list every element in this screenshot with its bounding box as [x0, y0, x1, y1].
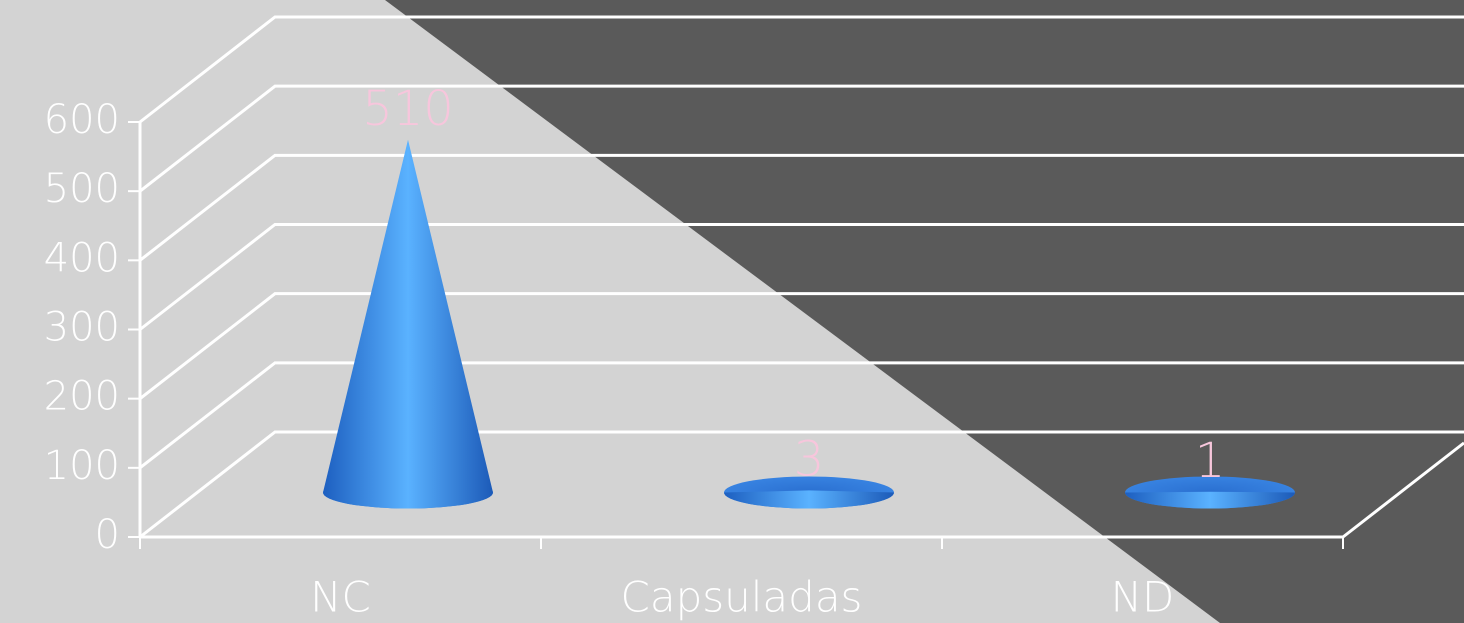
- cone: [724, 476, 894, 509]
- y-tick-label: 100: [44, 443, 120, 489]
- cone: [1125, 476, 1295, 509]
- y-tick-label: 600: [44, 97, 120, 143]
- y-tick-label: 200: [44, 374, 120, 420]
- data-label: 1: [1195, 433, 1226, 489]
- grid-line: [139, 361, 1464, 470]
- grid-line: [139, 153, 1464, 262]
- cone-body: [1125, 491, 1295, 509]
- cone: [323, 139, 493, 509]
- grid-line: [139, 430, 1464, 539]
- x-tick-label: ND: [1111, 573, 1175, 622]
- grid-line: [139, 223, 1464, 331]
- x-tick-label: Capsuladas: [621, 573, 863, 622]
- data-label: 3: [794, 431, 825, 487]
- floor-edge: [1342, 441, 1464, 539]
- grid-line: [139, 84, 1464, 193]
- data-label: 510: [362, 81, 454, 137]
- y-tick-label: 500: [44, 166, 120, 212]
- y-tick-label: 400: [44, 235, 120, 281]
- cone-body: [724, 490, 894, 509]
- cone-body: [323, 139, 493, 509]
- y-tick-label: 300: [44, 305, 120, 351]
- y-tick-label: 0: [95, 512, 120, 558]
- x-tick-label: NC: [310, 573, 371, 622]
- grid-line: [139, 292, 1464, 400]
- grid-line: [139, 15, 1464, 124]
